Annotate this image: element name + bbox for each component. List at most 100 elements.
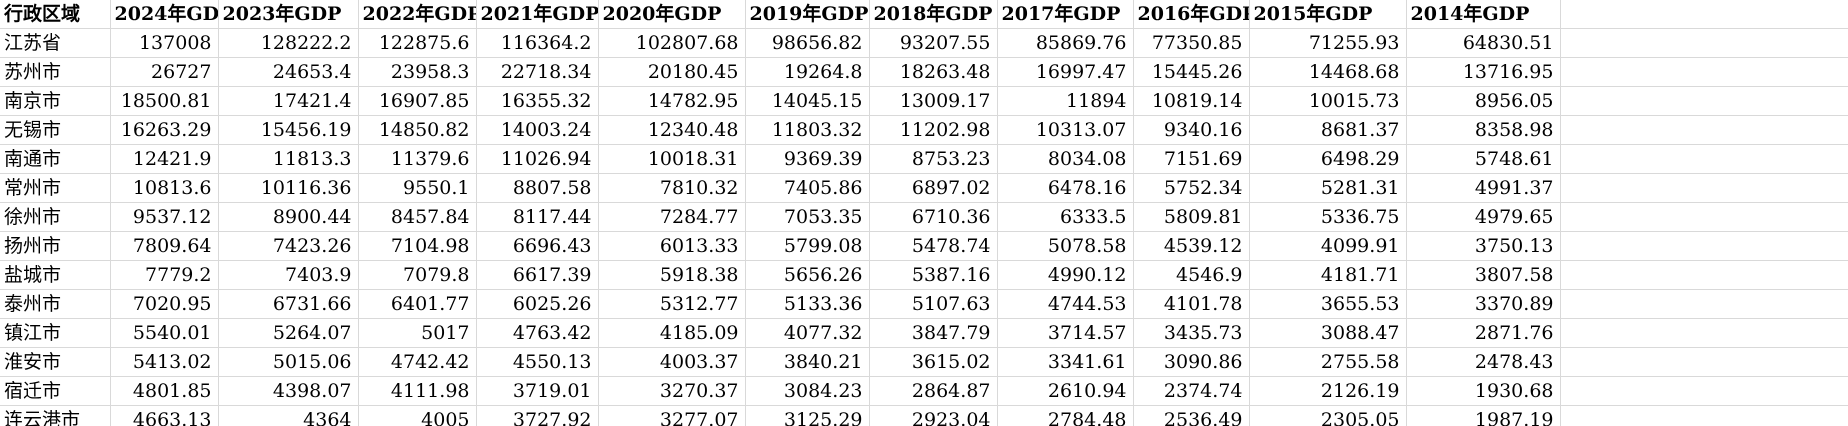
gdp-value-cell[interactable]: 22718.34 — [476, 57, 599, 87]
gdp-value-cell[interactable]: 5015.06 — [218, 347, 359, 377]
gdp-value-cell[interactable]: 7284.77 — [598, 202, 746, 232]
gdp-value-cell[interactable]: 13009.17 — [869, 86, 998, 116]
empty-cell[interactable] — [1560, 144, 1848, 174]
gdp-value-cell[interactable]: 5017 — [358, 318, 477, 348]
gdp-value-cell[interactable]: 3727.92 — [476, 405, 599, 426]
gdp-value-cell[interactable]: 2864.87 — [869, 376, 998, 406]
gdp-value-cell[interactable]: 64830.51 — [1406, 28, 1561, 58]
column-header-cell[interactable]: 2015年GDP — [1249, 0, 1407, 29]
gdp-value-cell[interactable]: 71255.93 — [1249, 28, 1407, 58]
gdp-value-cell[interactable]: 18263.48 — [869, 57, 998, 87]
gdp-value-cell[interactable]: 3847.79 — [869, 318, 998, 348]
empty-cell[interactable] — [1560, 318, 1848, 348]
gdp-value-cell[interactable]: 4979.65 — [1406, 202, 1561, 232]
gdp-value-cell[interactable]: 18500.81 — [110, 86, 219, 116]
gdp-value-cell[interactable]: 4077.32 — [745, 318, 870, 348]
region-cell[interactable]: 扬州市 — [0, 231, 111, 261]
gdp-value-cell[interactable]: 102807.68 — [598, 28, 746, 58]
empty-cell[interactable] — [1560, 57, 1848, 87]
gdp-value-cell[interactable]: 7403.9 — [218, 260, 359, 290]
gdp-value-cell[interactable]: 7151.69 — [1133, 144, 1250, 174]
gdp-value-cell[interactable]: 4763.42 — [476, 318, 599, 348]
gdp-value-cell[interactable]: 11379.6 — [358, 144, 477, 174]
gdp-value-cell[interactable]: 10015.73 — [1249, 86, 1407, 116]
gdp-value-cell[interactable]: 5312.77 — [598, 289, 746, 319]
gdp-value-cell[interactable]: 5387.16 — [869, 260, 998, 290]
gdp-value-cell[interactable]: 6897.02 — [869, 173, 998, 203]
gdp-value-cell[interactable]: 3090.86 — [1133, 347, 1250, 377]
empty-cell[interactable] — [1560, 347, 1848, 377]
gdp-value-cell[interactable]: 8900.44 — [218, 202, 359, 232]
gdp-value-cell[interactable]: 5336.75 — [1249, 202, 1407, 232]
gdp-value-cell[interactable]: 10813.6 — [110, 173, 219, 203]
region-cell[interactable]: 宿迁市 — [0, 376, 111, 406]
gdp-value-cell[interactable]: 3435.73 — [1133, 318, 1250, 348]
gdp-value-cell[interactable]: 6710.36 — [869, 202, 998, 232]
gdp-value-cell[interactable]: 6696.43 — [476, 231, 599, 261]
gdp-value-cell[interactable]: 4099.91 — [1249, 231, 1407, 261]
gdp-value-cell[interactable]: 4003.37 — [598, 347, 746, 377]
column-header-cell[interactable]: 2017年GDP — [997, 0, 1134, 29]
gdp-value-cell[interactable]: 8753.23 — [869, 144, 998, 174]
gdp-value-cell[interactable]: 9550.1 — [358, 173, 477, 203]
gdp-value-cell[interactable]: 7405.86 — [745, 173, 870, 203]
gdp-value-cell[interactable]: 12421.9 — [110, 144, 219, 174]
gdp-value-cell[interactable]: 5918.38 — [598, 260, 746, 290]
region-cell[interactable]: 无锡市 — [0, 115, 111, 145]
gdp-value-cell[interactable]: 2536.49 — [1133, 405, 1250, 426]
column-header-cell[interactable]: 2018年GDP — [869, 0, 998, 29]
empty-cell[interactable] — [1560, 231, 1848, 261]
gdp-value-cell[interactable]: 4364 — [218, 405, 359, 426]
gdp-value-cell[interactable]: 19264.8 — [745, 57, 870, 87]
gdp-value-cell[interactable]: 2871.76 — [1406, 318, 1561, 348]
gdp-value-cell[interactable]: 7079.8 — [358, 260, 477, 290]
gdp-value-cell[interactable]: 6731.66 — [218, 289, 359, 319]
gdp-value-cell[interactable]: 3088.47 — [1249, 318, 1407, 348]
gdp-value-cell[interactable]: 98656.82 — [745, 28, 870, 58]
column-header-cell[interactable]: 行政区域 — [0, 0, 111, 29]
gdp-value-cell[interactable]: 10116.36 — [218, 173, 359, 203]
gdp-value-cell[interactable]: 5078.58 — [997, 231, 1134, 261]
gdp-value-cell[interactable]: 4101.78 — [1133, 289, 1250, 319]
gdp-value-cell[interactable]: 3807.58 — [1406, 260, 1561, 290]
gdp-value-cell[interactable]: 14782.95 — [598, 86, 746, 116]
gdp-value-cell[interactable]: 6013.33 — [598, 231, 746, 261]
gdp-value-cell[interactable]: 11026.94 — [476, 144, 599, 174]
gdp-value-cell[interactable]: 5478.74 — [869, 231, 998, 261]
gdp-value-cell[interactable]: 7809.64 — [110, 231, 219, 261]
gdp-value-cell[interactable]: 5540.01 — [110, 318, 219, 348]
column-header-cell[interactable]: 2014年GDP — [1406, 0, 1561, 29]
gdp-value-cell[interactable]: 4550.13 — [476, 347, 599, 377]
empty-cell[interactable] — [1560, 0, 1848, 29]
gdp-value-cell[interactable]: 16907.85 — [358, 86, 477, 116]
gdp-value-cell[interactable]: 4991.37 — [1406, 173, 1561, 203]
gdp-value-cell[interactable]: 26727 — [110, 57, 219, 87]
gdp-value-cell[interactable]: 11202.98 — [869, 115, 998, 145]
region-cell[interactable]: 镇江市 — [0, 318, 111, 348]
gdp-value-cell[interactable]: 8358.98 — [1406, 115, 1561, 145]
gdp-value-cell[interactable]: 7779.2 — [110, 260, 219, 290]
gdp-value-cell[interactable]: 7053.35 — [745, 202, 870, 232]
gdp-value-cell[interactable]: 6498.29 — [1249, 144, 1407, 174]
gdp-value-cell[interactable]: 5656.26 — [745, 260, 870, 290]
gdp-value-cell[interactable]: 1987.19 — [1406, 405, 1561, 426]
gdp-value-cell[interactable]: 6478.16 — [997, 173, 1134, 203]
gdp-value-cell[interactable]: 2784.48 — [997, 405, 1134, 426]
gdp-value-cell[interactable]: 14003.24 — [476, 115, 599, 145]
gdp-value-cell[interactable]: 8807.58 — [476, 173, 599, 203]
region-cell[interactable]: 淮安市 — [0, 347, 111, 377]
region-cell[interactable]: 徐州市 — [0, 202, 111, 232]
gdp-value-cell[interactable]: 5413.02 — [110, 347, 219, 377]
gdp-value-cell[interactable]: 3270.37 — [598, 376, 746, 406]
gdp-value-cell[interactable]: 10313.07 — [997, 115, 1134, 145]
gdp-value-cell[interactable]: 7423.26 — [218, 231, 359, 261]
gdp-value-cell[interactable]: 12340.48 — [598, 115, 746, 145]
gdp-value-cell[interactable]: 11894 — [997, 86, 1134, 116]
gdp-value-cell[interactable]: 93207.55 — [869, 28, 998, 58]
gdp-value-cell[interactable]: 3655.53 — [1249, 289, 1407, 319]
gdp-value-cell[interactable]: 4546.9 — [1133, 260, 1250, 290]
gdp-value-cell[interactable]: 5809.81 — [1133, 202, 1250, 232]
gdp-value-cell[interactable]: 7020.95 — [110, 289, 219, 319]
region-cell[interactable]: 连云港市 — [0, 405, 111, 426]
gdp-value-cell[interactable]: 4663.13 — [110, 405, 219, 426]
